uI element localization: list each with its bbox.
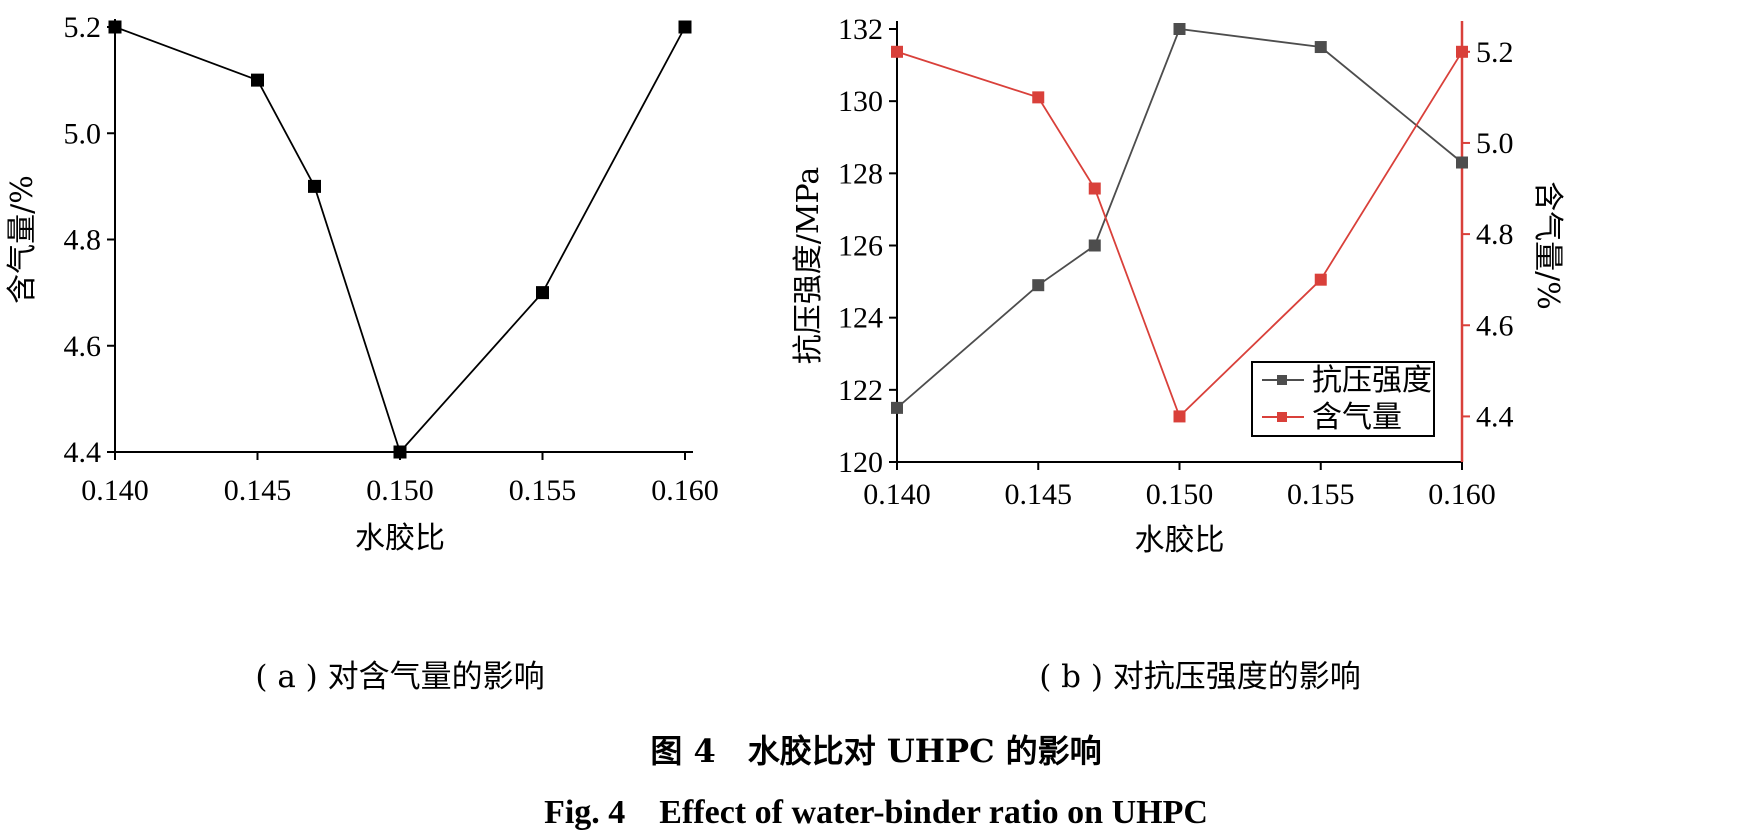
legend-marker-b xyxy=(1277,412,1287,422)
x-axis-label-b: 水胶比 xyxy=(1135,523,1225,558)
y-tick-label-right-b: 4.6 xyxy=(1476,309,1514,342)
data-point-b-1 xyxy=(1032,279,1045,292)
x-tick-label-b: 0.150 xyxy=(1146,478,1214,511)
chart-a: 0.140 0.145 0.150 0.155 0.160 4.4 4.6 4.8 5.0 5.2… xyxy=(5,11,719,556)
figure-title-cn: 图 4 水胶比对 UHPC 的影响 xyxy=(650,732,1101,770)
data-point-a xyxy=(251,73,264,87)
series-line-b-2 xyxy=(896,50,1463,419)
y-axis-label-right-b: 含气量/% xyxy=(1530,181,1565,310)
x-tick-label-a: 0.140 xyxy=(81,474,149,507)
y-axis-label-a: 含气量/% xyxy=(5,175,40,304)
y-tick-label-left-b: 132 xyxy=(838,13,883,46)
data-point-b-2 xyxy=(891,45,903,58)
data-point-b-1 xyxy=(1314,41,1327,54)
x-tick-label-a: 0.160 xyxy=(651,474,719,507)
data-point-b-1 xyxy=(1173,23,1186,35)
y-tick-label-right-b: 4.4 xyxy=(1476,400,1514,433)
series-line-b-1 xyxy=(896,28,1463,409)
y-tick-label-left-b: 120 xyxy=(838,446,883,479)
data-point-b-1 xyxy=(1456,156,1468,169)
y-tick-label-right-b: 5.2 xyxy=(1476,36,1514,69)
y-tick-label-right-b: 5.0 xyxy=(1476,127,1514,160)
data-point-b-2 xyxy=(1173,410,1186,423)
legend-marker-b xyxy=(1277,375,1287,385)
legend-box-b xyxy=(1251,361,1435,437)
y-tick-label-right-b: 4.8 xyxy=(1476,218,1514,251)
data-point-b-2 xyxy=(1088,182,1101,195)
data-point-b-2 xyxy=(1456,45,1468,58)
y-tick-label-left-b: 122 xyxy=(838,374,883,407)
y-tick-label-a: 4.6 xyxy=(64,330,102,363)
y-tick-label-a: 4.4 xyxy=(64,436,102,469)
series-line-a xyxy=(114,26,686,454)
x-tick-label-b: 0.160 xyxy=(1428,478,1496,511)
caption-a: ( a ) 对含气量的影响 xyxy=(255,659,544,695)
caption-b: ( b ) 对抗压强度的影响 xyxy=(1039,659,1361,695)
y-tick-label-a: 5.0 xyxy=(64,117,102,150)
x-axis-label-a: 水胶比 xyxy=(355,521,445,556)
x-tick-label-a: 0.155 xyxy=(509,474,577,507)
data-point-a xyxy=(393,445,407,459)
x-tick-label-b: 0.140 xyxy=(863,478,931,511)
y-tick-label-left-b: 130 xyxy=(838,85,883,118)
data-point-a xyxy=(678,20,692,34)
y-tick-label-a: 5.2 xyxy=(64,11,102,44)
x-tick-label-b: 0.155 xyxy=(1287,478,1355,511)
y-tick-label-left-b: 126 xyxy=(838,230,883,263)
chart-b: 0.140 0.145 0.150 0.155 0.160 120 122 124 126 128… xyxy=(791,13,1565,558)
data-point-a xyxy=(108,20,122,34)
figure-title-en: Fig. 4 Effect of water-binder ratio on U… xyxy=(544,794,1208,831)
x-tick-label-a: 0.150 xyxy=(366,474,434,507)
legend-label-b: 抗压强度 xyxy=(1312,363,1432,398)
y-tick-label-left-b: 128 xyxy=(838,157,883,190)
y-tick-label-a: 4.8 xyxy=(64,224,102,257)
y-axis-label-left-b: 抗压强度/MPa xyxy=(791,167,826,365)
x-tick-label-b: 0.145 xyxy=(1005,478,1073,511)
data-point-a xyxy=(308,179,321,193)
data-point-b-2 xyxy=(1314,273,1327,286)
data-point-b-1 xyxy=(891,401,903,414)
data-point-b-1 xyxy=(1088,239,1101,252)
x-tick-label-a: 0.145 xyxy=(224,474,292,507)
y-tick-label-left-b: 124 xyxy=(838,302,883,335)
data-point-a xyxy=(536,286,549,300)
data-point-b-2 xyxy=(1032,91,1045,104)
legend-label-b: 含气量 xyxy=(1312,400,1402,435)
